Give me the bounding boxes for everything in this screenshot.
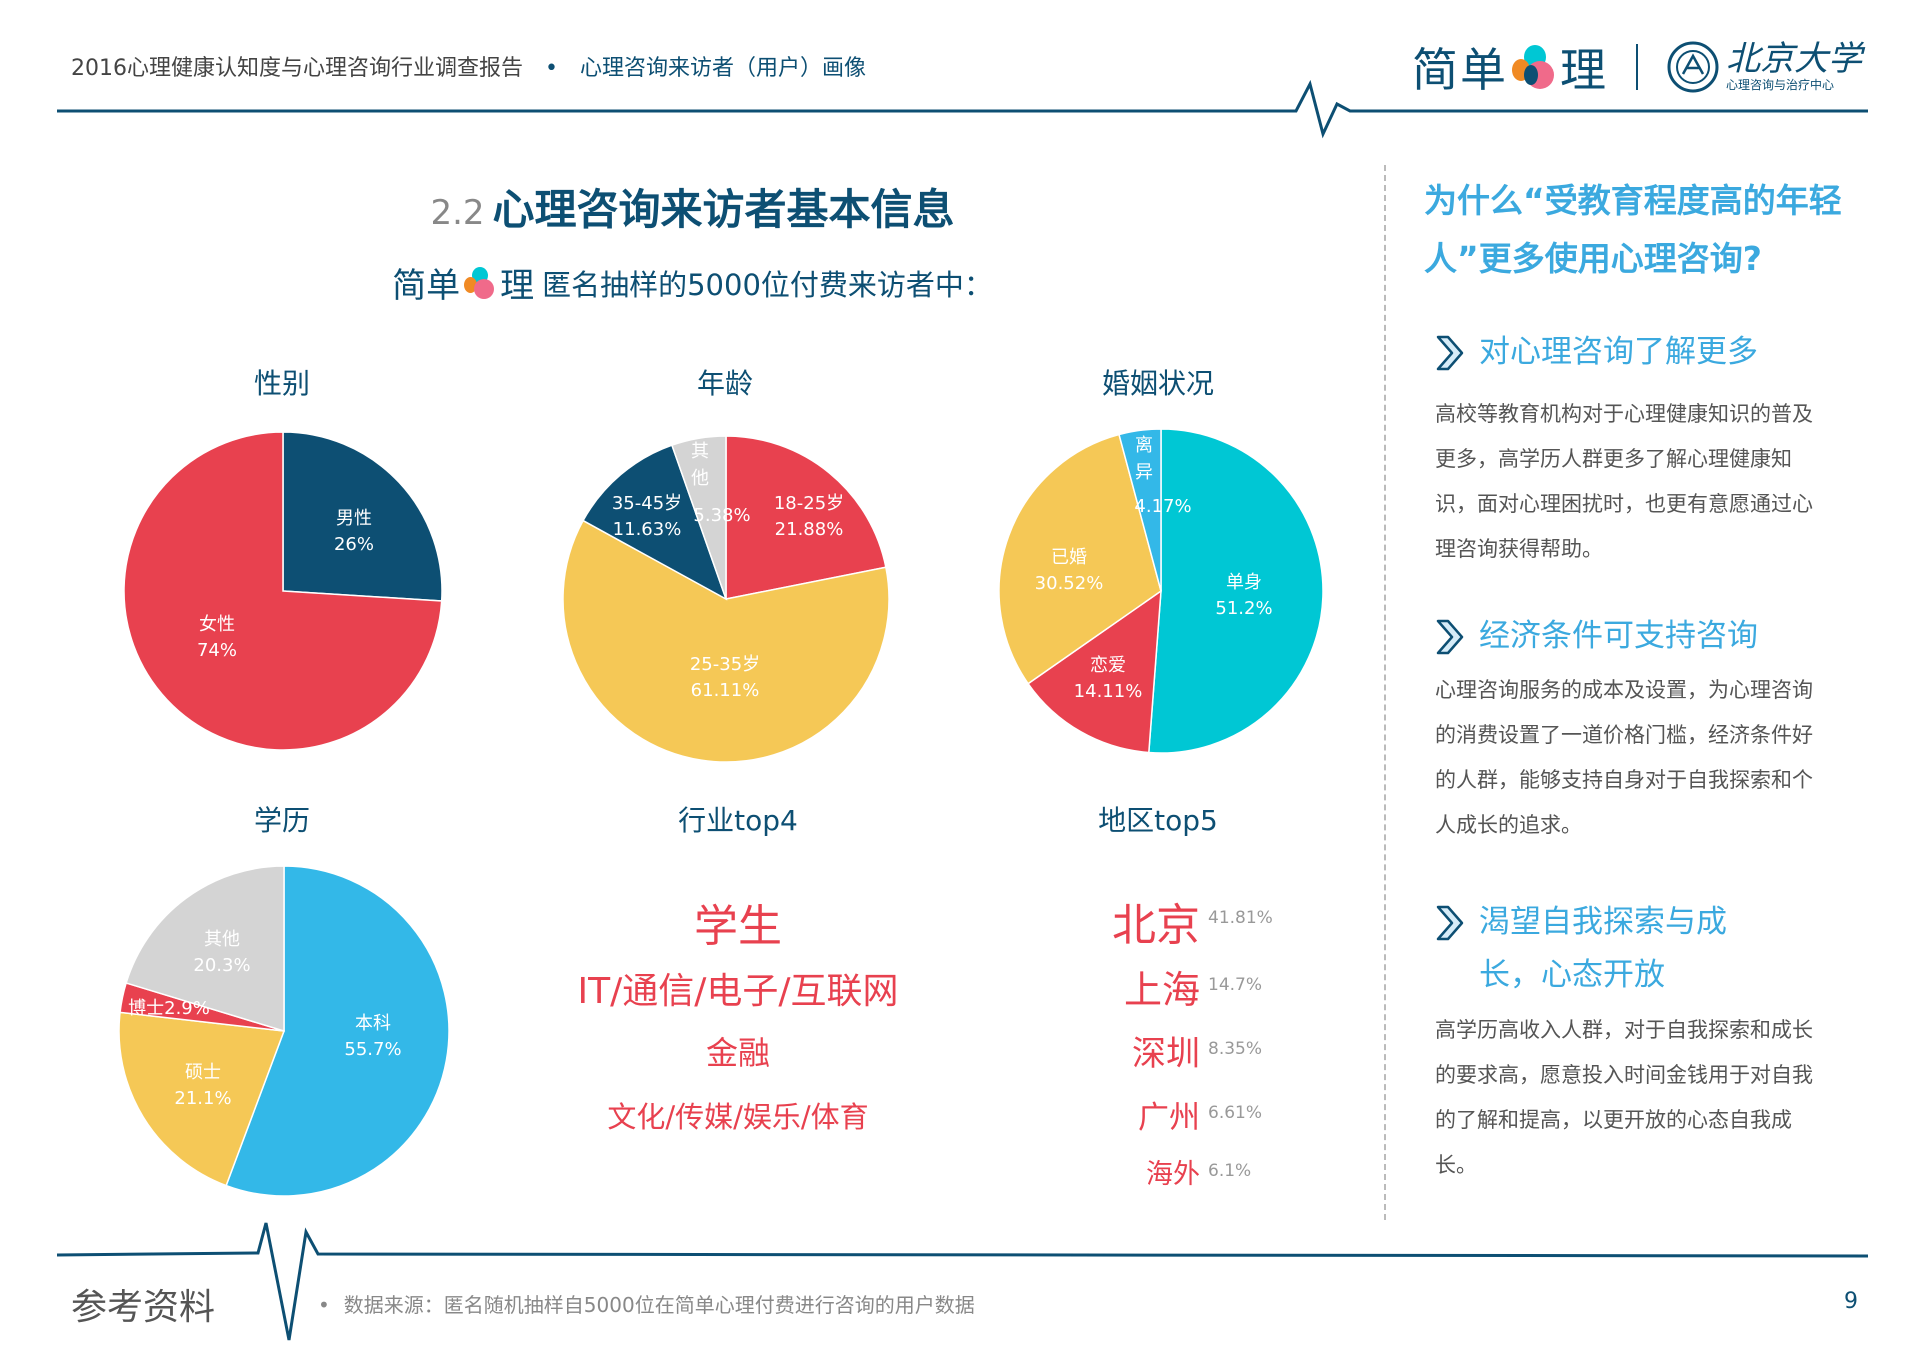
region-name: 北京 (1112, 899, 1200, 951)
pie-slice (1118, 428, 1162, 592)
page-number: 9 (1844, 1289, 1858, 1314)
page-title: 2.2 心理咨询来访者基本信息 (430, 185, 955, 234)
pie-label: 博士2.9% (128, 998, 210, 1019)
chevron-right-icon (1436, 905, 1464, 941)
industry-item: 金融 (705, 1034, 771, 1072)
region-name: 广州 (1138, 1099, 1200, 1136)
brand-blob-icon (1512, 45, 1556, 89)
chart-title-age: 年龄 (696, 367, 754, 400)
pie-slice (282, 431, 443, 602)
reason-body: 心理咨询服务的成本及设置，为心理咨询的消费设置了一道价格门槛，经济条件好的人群，… (1435, 678, 1813, 837)
pie-label-value: 61.11% (691, 680, 760, 701)
pie-slice (118, 1011, 286, 1187)
reason-heading: 经济条件可支持咨询 (1435, 610, 1779, 663)
chevron-right-icon (1436, 619, 1464, 655)
pie-label-value: 11.63% (613, 519, 682, 540)
pie-label-name: 35-45岁 (612, 493, 682, 514)
report-title: 2016心理健康认知度与心理咨询行业调查报告 (71, 56, 523, 81)
region-percent: 8.35% (1208, 1039, 1263, 1059)
chevron-right-icon (1436, 335, 1464, 371)
pie-label-name: 女性 (199, 614, 235, 635)
pie-label-name: 其 (691, 441, 709, 462)
pie-label-value: 4.17% (1134, 496, 1191, 517)
industry-title: 行业top4 (678, 804, 798, 837)
pie-label-value: 74% (197, 640, 237, 661)
vertical-divider (1384, 165, 1386, 1220)
page-subtitle: 简单理 匿名抽样的5000位付费来访者中： (0, 258, 1385, 307)
pie-label-name: 已婚 (1051, 547, 1087, 568)
pie-label-name: 25-35岁 (690, 654, 760, 675)
pie-label-name: 硕士 (185, 1062, 221, 1083)
pie-label-value: 55.7% (344, 1039, 401, 1060)
pie-slice (725, 435, 887, 600)
chart-title-education: 学历 (253, 804, 311, 837)
pie-charts: 男性 26% 女性 74% 18-25岁 21.88% 25-35岁 61.11% 35-45岁… (118, 428, 1324, 1197)
header-breadcrumb: 2016心理健康认知度与心理咨询行业调查报告 • 心理咨询来访者（用户）画像 (71, 50, 866, 82)
pie-slice (125, 865, 285, 1033)
pie-label-value: 21.88% (775, 519, 844, 540)
pie-label-name: 本科 (355, 1013, 391, 1034)
right-question: 为什么“受教育程度高的年轻人”更多使用心理咨询? (1424, 181, 1842, 278)
footer-divider (56, 1222, 1869, 1341)
pie-slice (1147, 428, 1324, 754)
region-name: 上海 (1123, 968, 1200, 1013)
header-logos: 简单 理 北京大学 心理咨询与治疗中心 (1412, 34, 1862, 100)
industry-item: IT/通信/电子/互联网 (577, 971, 899, 1012)
footer-label: 参考资料 (71, 1287, 216, 1328)
logo-separator (1636, 44, 1638, 90)
pku-emblem-icon (1667, 41, 1719, 93)
region-percent: 6.61% (1208, 1103, 1263, 1123)
reason-heading: 对心理咨询了解更多 (1435, 326, 1779, 379)
header-divider (57, 79, 1868, 139)
pie-label-value: 5.38% (693, 505, 750, 526)
region-title: 地区top5 (1098, 804, 1218, 837)
pie-label-name: 恋爱 (1090, 654, 1126, 676)
pie-label-value: 51.2% (1215, 598, 1272, 619)
pie-label-name: 离 (1135, 435, 1153, 456)
pie-label-value: 21.1% (174, 1088, 231, 1109)
reason-body: 高学历高收入人群，对于自我探索和成长的要求高，愿意投入时间金钱用于对自我的了解和… (1435, 1018, 1813, 1177)
region-name: 深圳 (1132, 1033, 1200, 1074)
pie-slice (1027, 589, 1162, 754)
region-percent: 6.1% (1208, 1161, 1252, 1181)
jiandan-logo: 简单 理 (1412, 43, 1608, 97)
pie-label-name: 男性 (336, 508, 372, 529)
pie-label-value: 20.3% (193, 955, 250, 976)
chart-title-marital: 婚姻状况 (1101, 367, 1215, 400)
chart-title-gender: 性别 (253, 367, 311, 400)
reason-body: 高校等教育机构对于心理健康知识的普及更多，高学历人群更多了解心理健康知识，面对心… (1435, 402, 1813, 561)
section-title: 心理咨询来访者（用户）画像 (579, 56, 866, 81)
region-percent: 41.81% (1208, 908, 1273, 928)
pie-label-value: 30.52% (1035, 573, 1104, 594)
pie-label-name: 单身 (1226, 572, 1262, 593)
pie-label-name: 18-25岁 (774, 493, 844, 514)
region-percent: 14.7% (1208, 975, 1263, 995)
pie-label-name: 他 (691, 468, 709, 489)
pie-label-value: 26% (334, 534, 374, 555)
jiandan-inline-logo: 简单理 (392, 266, 535, 306)
pie-slice (562, 519, 890, 763)
brand-blob-icon (464, 266, 496, 299)
pie-slice (998, 433, 1162, 685)
pie-slice (582, 444, 728, 601)
pie-label-name: 其他 (204, 929, 240, 950)
pie-label-name: 异 (1135, 462, 1153, 483)
pie-slice (123, 431, 443, 751)
footer-source: • 数据来源：匿名随机抽样自5000位在简单心理付费进行咨询的用户数据 (318, 1293, 975, 1317)
industry-item: 学生 (694, 901, 782, 952)
pie-slice (225, 865, 450, 1197)
pie-label-value: 14.11% (1074, 681, 1143, 702)
reason-heading: 渴望自我探索与成长，心态开放 (1435, 896, 1779, 1002)
pku-logo: 北京大学 心理咨询与治疗中心 (1666, 40, 1862, 94)
industry-item: 文化/传媒/娱乐/体育 (607, 1100, 869, 1134)
pie-slice (670, 435, 727, 600)
region-name: 海外 (1146, 1159, 1200, 1191)
bullet: • (545, 56, 558, 81)
